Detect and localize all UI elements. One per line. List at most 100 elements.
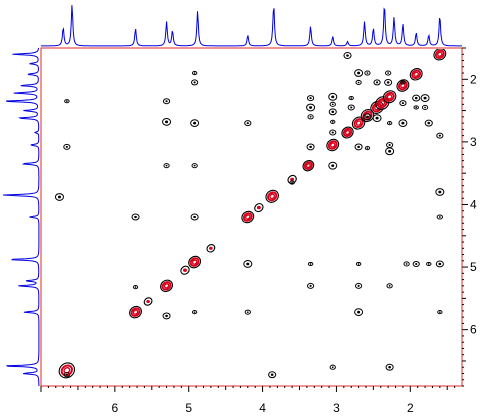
diagonal-peak xyxy=(265,189,279,203)
cross-peak xyxy=(243,260,253,268)
cross-peak xyxy=(54,193,64,201)
cross-peak xyxy=(190,119,200,128)
top-projection xyxy=(41,5,462,47)
cross-peak xyxy=(268,371,277,379)
cross-peak xyxy=(373,79,381,86)
cross-peak xyxy=(244,309,251,315)
diagonal-peak xyxy=(382,90,397,104)
diagonal-peak xyxy=(351,116,366,130)
cross-peak xyxy=(329,129,337,136)
cross-peak xyxy=(426,261,432,267)
cross-peak xyxy=(347,104,355,111)
cross-peak xyxy=(385,363,394,371)
cross-peak xyxy=(398,119,408,128)
diagonal-peak xyxy=(254,203,264,213)
cross-peak xyxy=(328,92,338,101)
cross-peak xyxy=(435,260,444,268)
cross-peak xyxy=(355,261,362,267)
diagonal-peak xyxy=(433,49,447,61)
cross-peak xyxy=(163,163,170,169)
cross-peak xyxy=(307,114,314,120)
cross-peak xyxy=(437,310,443,315)
cross-peak xyxy=(191,79,199,86)
cross-peak xyxy=(343,52,352,59)
cross-peak xyxy=(364,146,371,151)
cross-peak xyxy=(63,372,71,378)
diagonal-peak xyxy=(206,244,216,253)
cross-peak xyxy=(421,104,429,111)
y-tick-label: 4 xyxy=(470,197,477,211)
cross-peak xyxy=(399,100,407,107)
cross-peak xyxy=(412,94,421,102)
y-tick-label: 2 xyxy=(470,72,477,86)
cross-peak xyxy=(424,119,433,127)
cross-peak xyxy=(354,308,364,317)
cross-peak xyxy=(191,70,198,76)
cross-peak xyxy=(191,163,198,169)
cross-peak xyxy=(162,312,171,320)
diagonal-peak xyxy=(241,210,255,224)
left-projection xyxy=(3,47,40,386)
diagonal-peak xyxy=(326,138,340,152)
diagonal-peak xyxy=(341,126,354,139)
cross-peak xyxy=(244,120,252,127)
cross-peak xyxy=(131,213,140,221)
y-tick-label: 5 xyxy=(470,260,477,274)
y-axis: 2 3 4 5 6 xyxy=(462,47,477,387)
cross-peak xyxy=(413,105,419,110)
diagonal-peak xyxy=(302,159,315,172)
cross-peak xyxy=(306,103,316,112)
y-tick-label: 6 xyxy=(470,323,477,337)
cross-peak xyxy=(412,260,420,267)
cross-peak xyxy=(372,114,382,123)
cross-peak xyxy=(384,70,392,76)
cross-peak xyxy=(329,364,336,370)
cross-peak xyxy=(329,101,336,107)
x-tick-label: 2 xyxy=(407,401,414,415)
cross-peak xyxy=(306,95,315,102)
diagonal-peak xyxy=(409,68,423,81)
cross-peak xyxy=(162,117,172,126)
x-axis: 6 5 4 3 2 xyxy=(40,386,456,415)
cross-peak xyxy=(386,283,393,289)
y-tick-label: 3 xyxy=(470,135,477,149)
left-projection-trace xyxy=(3,47,40,386)
cross-peak xyxy=(328,161,338,170)
diagonal-peak xyxy=(160,279,174,293)
cross-peak xyxy=(328,108,337,116)
cross-peak xyxy=(191,310,198,315)
diagonal-peak xyxy=(188,255,202,269)
cross-peak xyxy=(132,285,139,290)
cross-peak xyxy=(364,70,371,76)
contour-layer xyxy=(54,49,447,379)
cross-peak xyxy=(289,180,295,185)
cross-peak xyxy=(435,188,445,196)
x-tick-label: 3 xyxy=(333,401,340,415)
top-projection-trace xyxy=(41,5,462,47)
diagonal-peak xyxy=(143,297,153,306)
cross-peak xyxy=(420,94,430,102)
cross-peak xyxy=(190,213,199,221)
cross-peak xyxy=(355,79,362,85)
cross-peak xyxy=(403,261,410,267)
cross-peak xyxy=(354,282,363,289)
cross-peak xyxy=(354,143,363,151)
cross-peak xyxy=(162,98,171,105)
diagonal-peak xyxy=(129,305,142,319)
cross-peak xyxy=(64,99,70,104)
cross-peak xyxy=(330,119,336,124)
cross-peak xyxy=(306,282,315,289)
cross-peak xyxy=(363,113,372,121)
x-tick-label: 4 xyxy=(259,401,266,415)
cross-peak xyxy=(348,95,354,101)
diagonal-peak xyxy=(180,265,190,275)
cross-peak xyxy=(354,69,364,77)
cross-peak xyxy=(386,121,393,126)
cross-peak xyxy=(306,143,315,151)
x-tick-label: 6 xyxy=(112,401,119,415)
cross-peak xyxy=(384,78,393,86)
cross-peak xyxy=(400,80,406,85)
cross-peak xyxy=(385,147,395,156)
x-tick-label: 5 xyxy=(185,401,192,415)
